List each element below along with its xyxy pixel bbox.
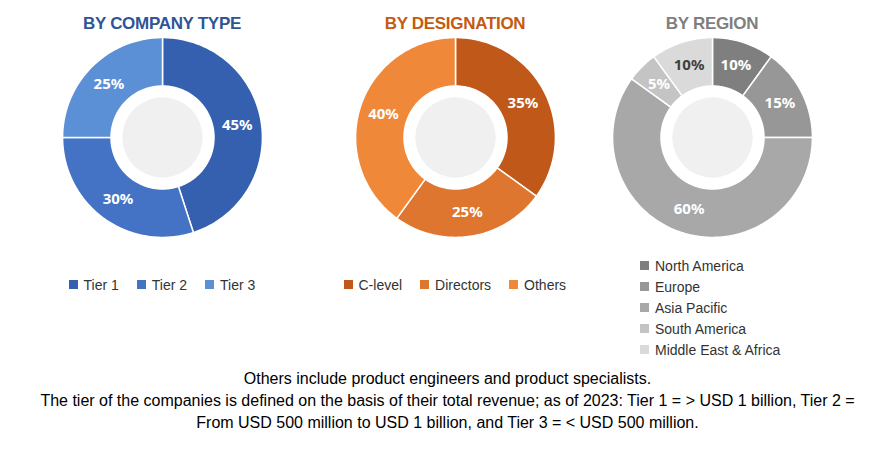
svg-text:15%: 15%	[765, 92, 796, 112]
html-text:Europe: Europe	[655, 278, 701, 295]
html-text:Tier 2: Tier 2	[151, 276, 188, 293]
html-text:C-level: C-level	[358, 276, 403, 293]
svg-text:5%: 5%	[648, 73, 671, 93]
html-text:Asia Pacific: Asia Pacific	[655, 299, 728, 316]
svg-text:10%: 10%	[674, 54, 705, 74]
html-text:BY DESIGNATION: BY DESIGNATION	[384, 14, 526, 33]
svg-text:25%: 25%	[452, 201, 483, 221]
html-text:BY REGION: BY REGION	[665, 14, 759, 33]
html-text:North America: North America	[655, 257, 744, 274]
html-text:Others include product enginee: Others include product engineers and pro…	[243, 370, 652, 387]
html-text:Tier 3: Tier 3	[220, 276, 256, 293]
html-text:BY COMPANY TYPE: BY COMPANY TYPE	[83, 14, 241, 33]
svg-text:40%: 40%	[368, 103, 399, 123]
svg-text:25%: 25%	[94, 73, 125, 93]
html-text:Middle East & Africa: Middle East & Africa	[655, 341, 781, 358]
svg-text:60%: 60%	[674, 198, 705, 218]
html-text:The tier of the companies is d: The tier of the companies is defined on …	[40, 392, 855, 431]
html-text:South America: South America	[655, 320, 747, 337]
html-text:Directors: Directors	[435, 276, 492, 293]
svg-text:45%: 45%	[222, 114, 253, 134]
svg-text:35%: 35%	[508, 92, 539, 112]
html-text:Tier 1: Tier 1	[83, 276, 119, 293]
html-text:Others: Others	[524, 276, 567, 293]
svg-text:10%: 10%	[721, 54, 752, 74]
svg-text:30%: 30%	[103, 188, 134, 208]
